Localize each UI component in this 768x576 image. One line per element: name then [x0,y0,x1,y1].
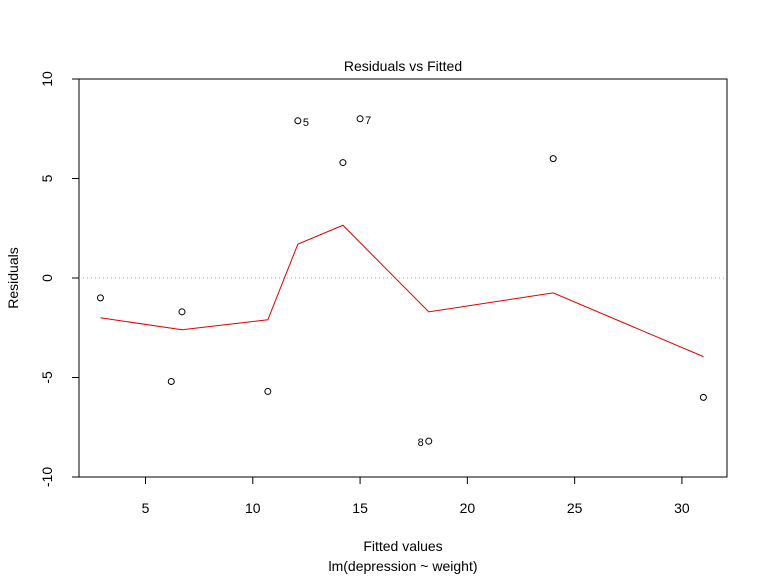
x-tick-label: 25 [567,500,583,516]
data-point [699,393,707,401]
x-tick-label: 10 [245,500,261,516]
data-point [549,155,557,163]
point-label: 5 [303,117,309,129]
y-tick-label: 10 [39,71,55,87]
point-label: 8 [418,437,424,449]
data-point [178,308,186,316]
data-point [167,377,175,385]
x-tick-label: 30 [674,500,690,516]
point-labels: 5 7 8 [303,115,424,449]
data-point [425,437,433,445]
smoother-line [100,224,704,358]
x-axis-subtitle: lm(depression ~ weight) [328,558,477,574]
y-axis: -10 -5 0 5 10 [39,71,80,487]
data-point [294,117,302,125]
point-label: 7 [365,115,371,127]
x-axis-label: Fitted values [363,538,442,554]
x-axis: 5 10 15 20 25 30 [142,476,690,516]
data-point [339,159,347,167]
x-tick-label: 15 [352,500,368,516]
data-point [356,115,364,123]
chart-title: Residuals vs Fitted [344,58,462,74]
data-points [96,115,707,445]
data-point [264,387,272,395]
data-point [96,294,104,302]
y-tick-label: -10 [39,467,55,487]
x-tick-label: 5 [142,500,150,516]
y-tick-label: 5 [39,174,55,182]
x-tick-label: 20 [460,500,476,516]
y-tick-label: 0 [39,274,55,282]
y-axis-label: Residuals [5,247,21,308]
y-tick-label: -5 [39,371,55,384]
